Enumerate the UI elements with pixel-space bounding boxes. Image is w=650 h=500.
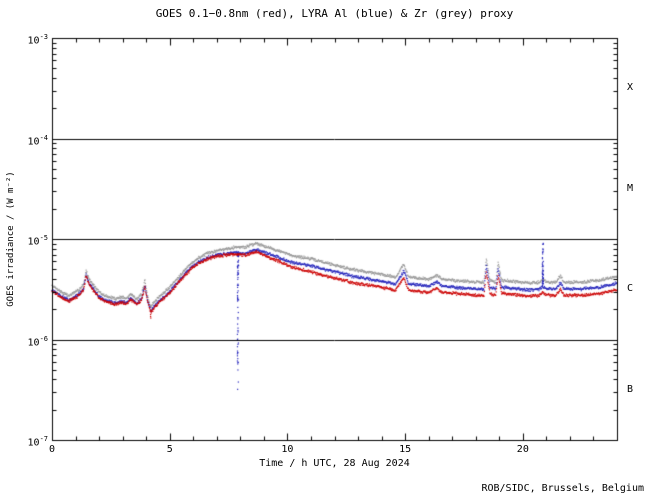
y-tick-label: 10-7 bbox=[27, 435, 48, 449]
y-tick-label: 10-6 bbox=[27, 334, 48, 348]
flux-class-label: M bbox=[627, 182, 634, 194]
x-tick-label: 0 bbox=[48, 444, 56, 455]
y-tick-label: 10-5 bbox=[27, 234, 48, 248]
y-tick-label: 10-3 bbox=[27, 33, 48, 47]
flux-class-label: B bbox=[627, 383, 634, 395]
x-axis-label: Time / h UTC, 28 Aug 2024 bbox=[259, 458, 410, 469]
flux-class-label: X bbox=[627, 82, 634, 94]
chart-title: GOES 0.1−0.8nm (red), LYRA Al (blue) & Z… bbox=[155, 7, 514, 20]
y-tick-label: 10-4 bbox=[27, 133, 48, 147]
x-tick-label: 15 bbox=[399, 444, 412, 455]
flux-class-label: C bbox=[627, 283, 634, 295]
x-tick-label: 20 bbox=[516, 444, 529, 455]
x-tick-label: 5 bbox=[166, 444, 173, 455]
x-tick-label: 10 bbox=[281, 444, 294, 455]
source-credit: ROB/SIDC, Brussels, Belgium bbox=[481, 483, 644, 494]
